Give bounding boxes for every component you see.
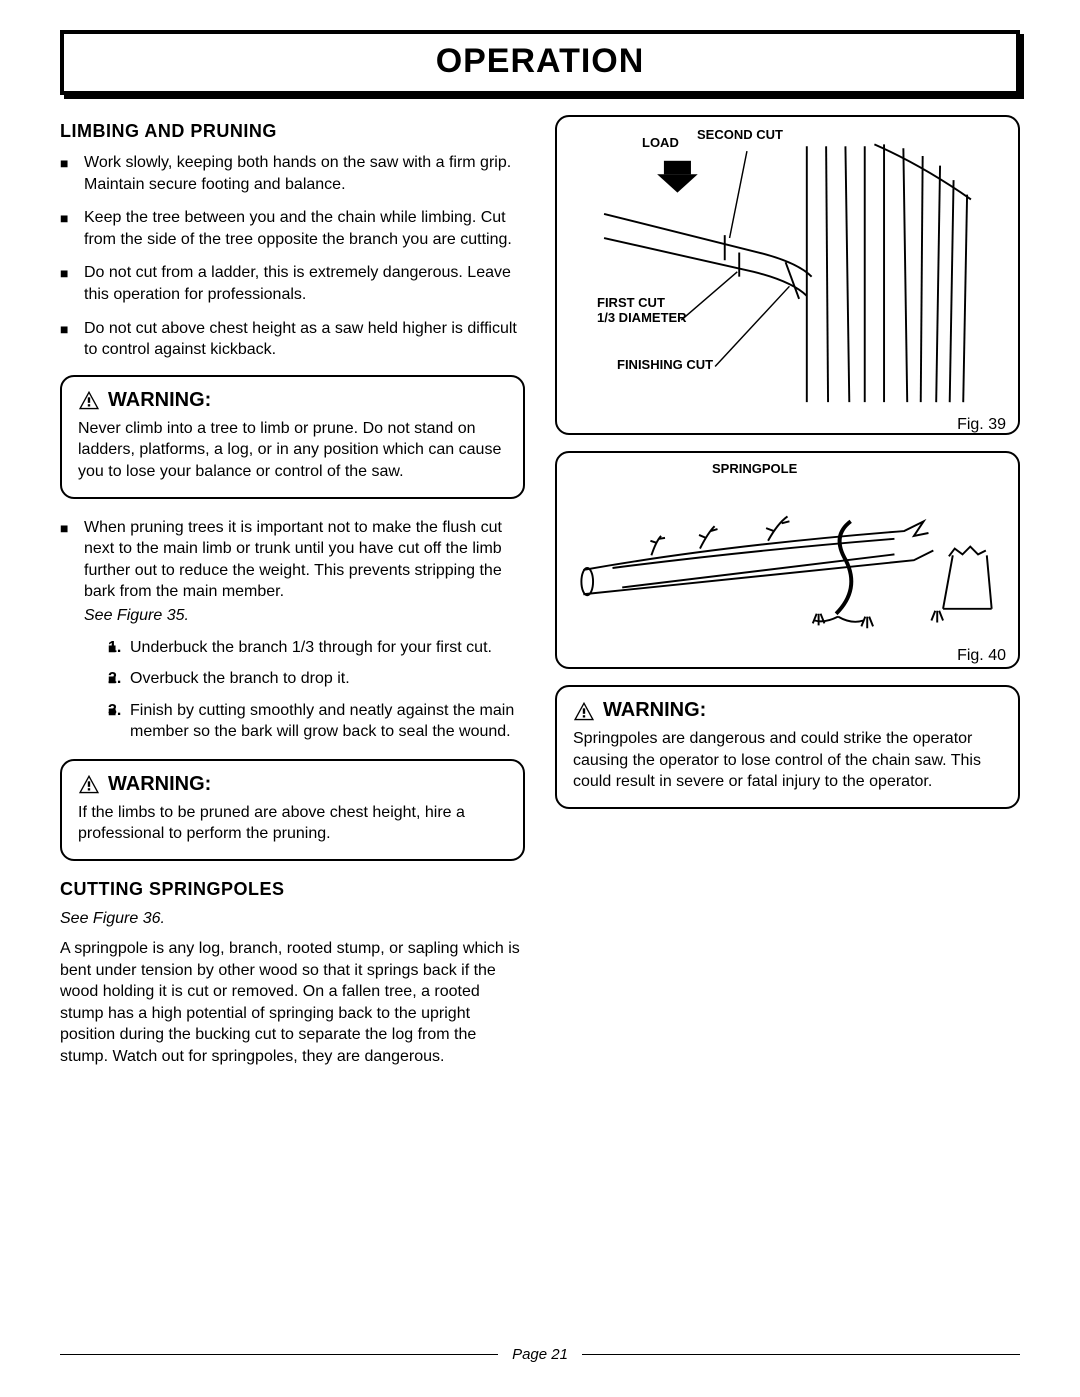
- see-figure-36: See Figure 36.: [60, 910, 525, 928]
- step-item: 2.Overbuck the branch to drop it.: [108, 668, 525, 690]
- section-springpoles-title: CUTTING SPRINGPOLES: [60, 879, 525, 900]
- fig39-label-second: SECOND CUT: [697, 127, 783, 142]
- title-frame: OPERATION: [60, 30, 1020, 95]
- warning-box-2: WARNING: If the limbs to be pruned are a…: [60, 759, 525, 861]
- step-item: 3.Finish by cutting smoothly and neatly …: [108, 700, 525, 743]
- warning-icon: [78, 390, 100, 410]
- warning-label: WARNING:: [108, 773, 211, 796]
- footer-rule-left: [60, 1354, 498, 1356]
- fig39-caption: Fig. 39: [569, 416, 1006, 434]
- step-text: Overbuck the branch to drop it.: [130, 670, 350, 687]
- fig40-caption: Fig. 40: [569, 647, 1006, 665]
- pruning-steps: 1.Underbuck the branch 1/3 through for y…: [84, 637, 525, 743]
- springpole-body: A springpole is any log, branch, rooted …: [60, 938, 525, 1068]
- warning-text: If the limbs to be pruned are above ches…: [78, 802, 507, 845]
- warning-title: WARNING:: [78, 773, 507, 796]
- warning-label: WARNING:: [108, 389, 211, 412]
- limbing-bullets-mid: When pruning trees it is important not t…: [60, 517, 525, 743]
- two-column-layout: LIMBING AND PRUNING Work slowly, keeping…: [60, 115, 1020, 1078]
- figure-40-box: SPRINGPOLE: [555, 451, 1020, 669]
- list-item: Work slowly, keeping both hands on the s…: [60, 152, 525, 195]
- right-column: LOAD SECOND CUT FIRST CUT 1/3 DIAMETER F…: [555, 115, 1020, 1078]
- fig39-label-first: FIRST CUT: [597, 295, 665, 310]
- left-column: LIMBING AND PRUNING Work slowly, keeping…: [60, 115, 525, 1078]
- warning-label: WARNING:: [603, 699, 706, 722]
- warning-title: WARNING:: [78, 389, 507, 412]
- list-item: When pruning trees it is important not t…: [60, 517, 525, 743]
- section-limbing-title: LIMBING AND PRUNING: [60, 121, 525, 142]
- warning-text: Never climb into a tree to limb or prune…: [78, 418, 507, 483]
- step-text: Finish by cutting smoothly and neatly ag…: [130, 702, 514, 741]
- list-item: Keep the tree between you and the chain …: [60, 207, 525, 250]
- warning-icon: [78, 774, 100, 794]
- figure-39-box: LOAD SECOND CUT FIRST CUT 1/3 DIAMETER F…: [555, 115, 1020, 435]
- page-number: Page 21: [512, 1346, 568, 1363]
- see-figure-35: See Figure 35.: [84, 605, 525, 627]
- warning-text: Springpoles are dangerous and could stri…: [573, 728, 1002, 793]
- page-title: OPERATION: [64, 42, 1016, 81]
- fig39-label-finish: FINISHING CUT: [617, 357, 713, 372]
- fig39-label-diam: 1/3 DIAMETER: [597, 310, 687, 325]
- list-item: Do not cut from a ladder, this is extrem…: [60, 262, 525, 305]
- fig39-label-load: LOAD: [642, 135, 679, 150]
- warning-icon: [573, 701, 595, 721]
- footer-rule-right: [582, 1354, 1020, 1356]
- bullet-text: When pruning trees it is important not t…: [84, 519, 502, 601]
- page-footer: Page 21: [60, 1346, 1020, 1363]
- step-item: 1.Underbuck the branch 1/3 through for y…: [108, 637, 525, 659]
- warning-box-1: WARNING: Never climb into a tree to limb…: [60, 375, 525, 499]
- warning-box-3: WARNING: Springpoles are dangerous and c…: [555, 685, 1020, 809]
- list-item: Do not cut above chest height as a saw h…: [60, 318, 525, 361]
- figure-40-illustration: [569, 463, 1006, 638]
- fig40-label-spring: SPRINGPOLE: [712, 461, 797, 476]
- limbing-bullets-top: Work slowly, keeping both hands on the s…: [60, 152, 525, 361]
- step-text: Underbuck the branch 1/3 through for you…: [130, 639, 492, 656]
- warning-title: WARNING:: [573, 699, 1002, 722]
